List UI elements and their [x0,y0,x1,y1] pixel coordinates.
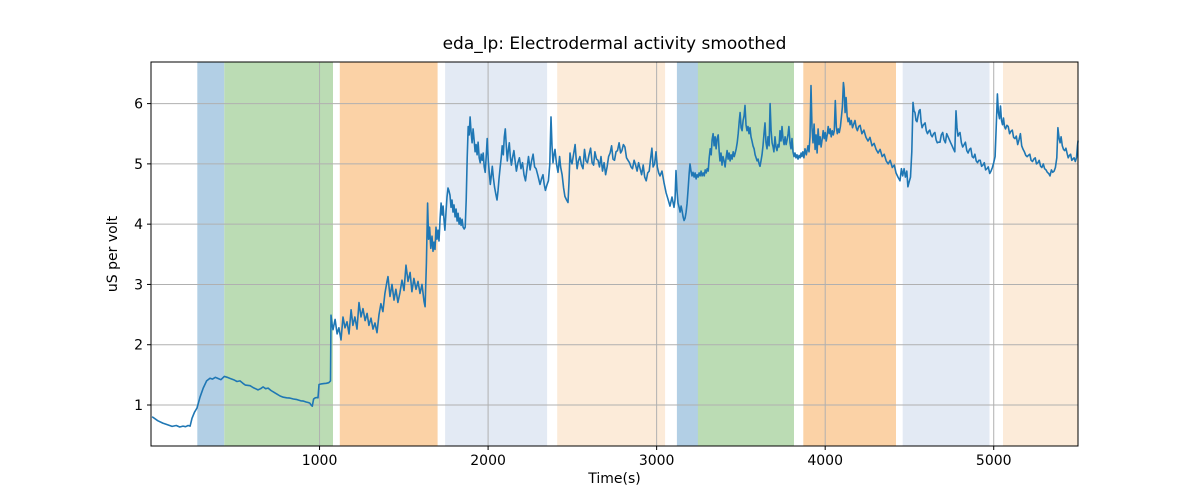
band-orange-1 [339,62,438,446]
y-tick-label: 5 [134,157,143,173]
band-light-orange-2 [1003,62,1078,446]
chart-title: eda_lp: Electrodermal activity smoothed [442,34,787,54]
band-light-blue-2 [902,62,990,446]
band-orange-2 [803,62,896,446]
x-tick-label: 3000 [639,453,675,469]
x-axis-label: Time(s) [588,471,641,487]
band-light-blue-1 [445,62,548,446]
series-line-eda_lp [151,81,1079,428]
plot-border [150,61,1079,447]
x-tick-label: 5000 [976,453,1012,469]
x-tick-label: 1000 [302,453,338,469]
x-tick-label: 2000 [470,453,506,469]
y-tick-label: 2 [134,338,143,354]
y-tick-label: 3 [134,277,143,293]
band-blue-1 [197,62,225,446]
x-tick-label: 4000 [807,453,843,469]
band-blue-2 [676,62,698,446]
y-axis-label: uS per volt [105,215,121,293]
band-green-1 [224,62,333,446]
y-tick-label: 4 [134,217,143,233]
y-tick-label: 1 [134,398,143,414]
y-tick-label: 6 [134,97,143,113]
band-light-orange-1 [557,62,666,446]
